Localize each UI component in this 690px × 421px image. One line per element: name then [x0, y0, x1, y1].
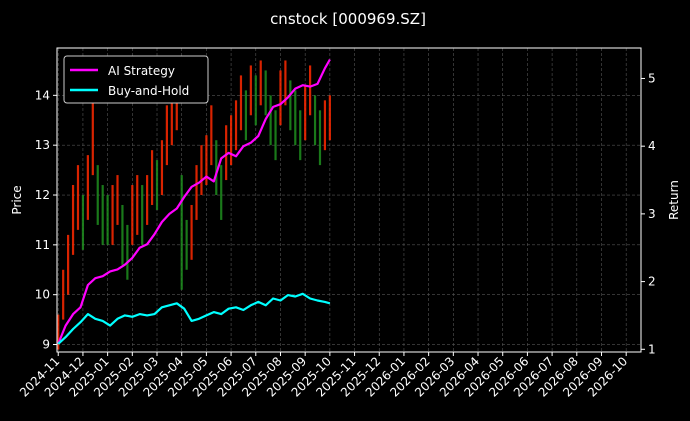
y-tick-label-left: 11: [35, 238, 50, 252]
y-tick-label-left: 9: [42, 338, 50, 352]
y-tick-label-right: 1: [648, 342, 656, 356]
y-axis-label-right: Return: [667, 180, 681, 220]
right-y-axis: 1 2 3 4 5: [641, 71, 656, 356]
price-layer: [57, 60, 331, 350]
y-axis-label-left: Price: [10, 185, 24, 214]
grid-layer: [57, 48, 641, 352]
y-tick-label-right: 5: [648, 71, 656, 85]
legend-label-buy-and-hold: Buy-and-Hold: [108, 84, 189, 98]
left-y-axis: 9 10 11 12 13 14: [35, 88, 57, 352]
series-line-buy-and-hold: [57, 292, 331, 345]
legend-box: [63, 55, 209, 104]
y-tick-label-right: 2: [648, 275, 656, 289]
legend-label-ai-strategy: AI Strategy: [108, 64, 175, 78]
chart-title: cnstock [000969.SZ]: [270, 10, 426, 28]
y-tick-label-right: 4: [648, 139, 656, 153]
y-tick-label-right: 3: [648, 207, 656, 221]
y-tick-label-left: 12: [35, 188, 50, 202]
x-axis: 2024-112024-122025-012025-022025-032025-…: [17, 352, 630, 400]
series-line-ai-strategy: [57, 58, 331, 345]
y-tick-label-left: 13: [35, 138, 50, 152]
series-layer: [57, 58, 331, 345]
plot-frame: [56, 47, 642, 353]
y-tick-label-left: 10: [35, 288, 50, 302]
y-tick-label-left: 14: [35, 88, 50, 102]
legend: AI Strategy Buy-and-Hold: [63, 55, 209, 104]
